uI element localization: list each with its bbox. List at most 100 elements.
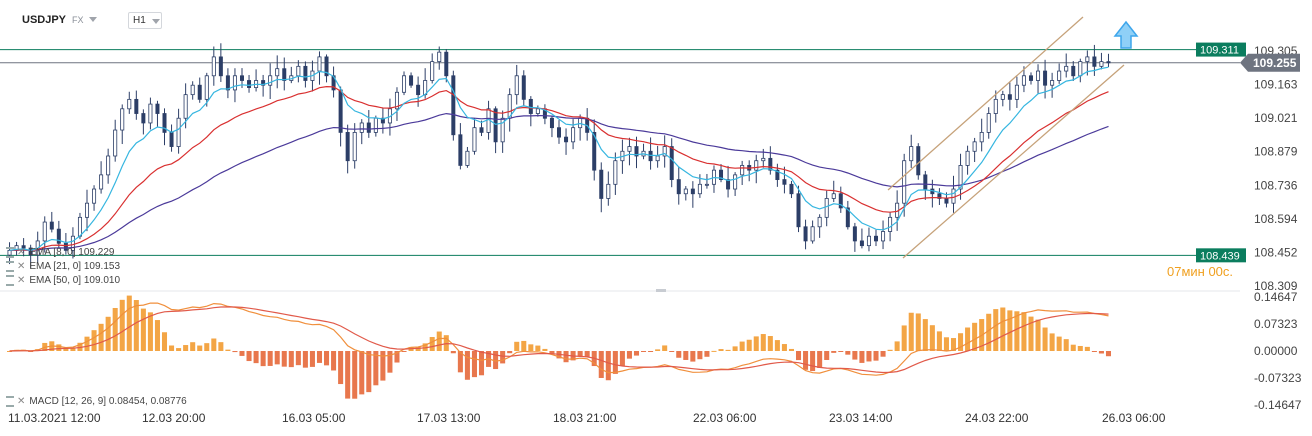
macd-bar <box>211 338 217 351</box>
market-dropdown-icon[interactable] <box>89 17 97 22</box>
macd-bar <box>528 344 534 351</box>
indicator-settings-icon[interactable] <box>6 261 14 272</box>
indicator-settings-icon[interactable] <box>6 396 14 407</box>
macd-label: MACD [12, 26, 9] 0.08454, 0.08776 <box>29 396 187 408</box>
candle <box>1000 94 1005 100</box>
macd-bar <box>866 351 872 362</box>
macd-bar <box>457 351 463 373</box>
level-price-tag <box>1196 248 1246 263</box>
macd-bar <box>824 351 830 360</box>
macd-bar <box>204 343 210 351</box>
macd-bar <box>169 345 175 351</box>
macd-bar <box>91 330 97 351</box>
close-icon[interactable]: ✕ <box>17 275 26 287</box>
candle <box>197 84 202 100</box>
ema8-line <box>9 66 1109 252</box>
close-icon[interactable]: ✕ <box>17 396 26 408</box>
macd-bar <box>965 327 971 351</box>
macd-bar <box>676 351 682 358</box>
macd-bar <box>683 351 689 360</box>
macd-bar <box>302 351 308 368</box>
candle <box>690 188 695 195</box>
macd-bar <box>366 351 372 393</box>
candle <box>888 216 893 232</box>
candle <box>916 146 921 176</box>
current-price-tag <box>1240 53 1300 72</box>
candle <box>697 183 702 195</box>
macd-bar <box>1014 311 1020 351</box>
candle <box>127 98 132 110</box>
macd-bar <box>950 338 957 351</box>
candle <box>268 75 273 86</box>
macd-bar <box>1049 333 1055 351</box>
macd-bar <box>112 307 118 351</box>
price-tick-label: 108.452 <box>1254 245 1298 259</box>
indicator-settings-icon[interactable] <box>6 275 14 286</box>
time-tick-label: 12.03 20:00 <box>142 411 206 425</box>
candle <box>1071 65 1076 77</box>
macd-bar <box>105 316 111 351</box>
macd-bar <box>795 351 802 361</box>
price-tick-label: 108.879 <box>1254 145 1298 159</box>
close-icon[interactable]: ✕ <box>17 247 26 259</box>
candle <box>373 117 378 133</box>
macd-bar <box>514 341 520 351</box>
candle <box>613 160 618 185</box>
macd-bar <box>1063 339 1069 351</box>
candle <box>465 150 470 166</box>
candle <box>606 183 611 199</box>
macd-tick-label: 0.00000 <box>1254 344 1298 358</box>
candle <box>176 117 181 147</box>
candle <box>225 75 230 91</box>
macd-bar <box>1091 351 1097 352</box>
macd-bar <box>84 336 90 351</box>
macd-bar <box>119 299 125 351</box>
macd-bar <box>549 351 555 354</box>
timeframe-select[interactable]: H1 <box>128 12 162 29</box>
macd-bar <box>225 349 231 351</box>
macd-bar <box>922 319 928 351</box>
candle <box>352 132 357 162</box>
macd-bar <box>63 348 69 351</box>
candle <box>838 193 843 209</box>
candle <box>965 150 970 166</box>
macd-bar <box>190 342 196 351</box>
macd-bar <box>387 351 393 373</box>
time-tick-label: 23.03 14:00 <box>829 411 893 425</box>
macd-bar <box>852 351 858 360</box>
candle <box>169 132 174 147</box>
macd-bar <box>493 351 499 370</box>
indicator-settings-icon[interactable] <box>6 247 14 258</box>
macd-bar <box>1098 351 1104 354</box>
candle <box>972 141 977 152</box>
macd-bar <box>464 351 470 380</box>
candle <box>162 113 167 133</box>
macd-bar <box>281 351 287 367</box>
macd-bar <box>704 351 710 357</box>
candle <box>937 193 942 199</box>
candle <box>211 56 216 77</box>
candle <box>120 108 125 131</box>
candle <box>902 160 907 204</box>
macd-bar <box>373 351 379 386</box>
macd-signal-line <box>9 306 1109 374</box>
candle <box>317 56 322 72</box>
timeframe-chevron-down-icon[interactable] <box>152 19 160 24</box>
candle <box>557 127 562 138</box>
time-tick-label: 18.03 21:00 <box>553 411 617 425</box>
legend-ema50: ✕ EMA [50, 0] 109.010 <box>6 275 120 286</box>
candle <box>859 240 864 247</box>
candle <box>986 113 991 133</box>
level-price-label: 109.311 <box>1200 45 1239 57</box>
macd-bar <box>218 342 224 351</box>
macd-bar <box>246 351 252 362</box>
symbol-label[interactable]: USDJPY <box>22 14 67 26</box>
macd-tick-label: -0.07323 <box>1254 371 1302 385</box>
price-tick-label: 109.163 <box>1254 78 1298 92</box>
candle <box>338 89 343 133</box>
close-icon[interactable]: ✕ <box>17 261 26 273</box>
macd-bar <box>338 351 344 385</box>
ema21-line <box>9 85 1109 251</box>
macd-bar <box>260 351 266 367</box>
candle <box>472 127 477 152</box>
